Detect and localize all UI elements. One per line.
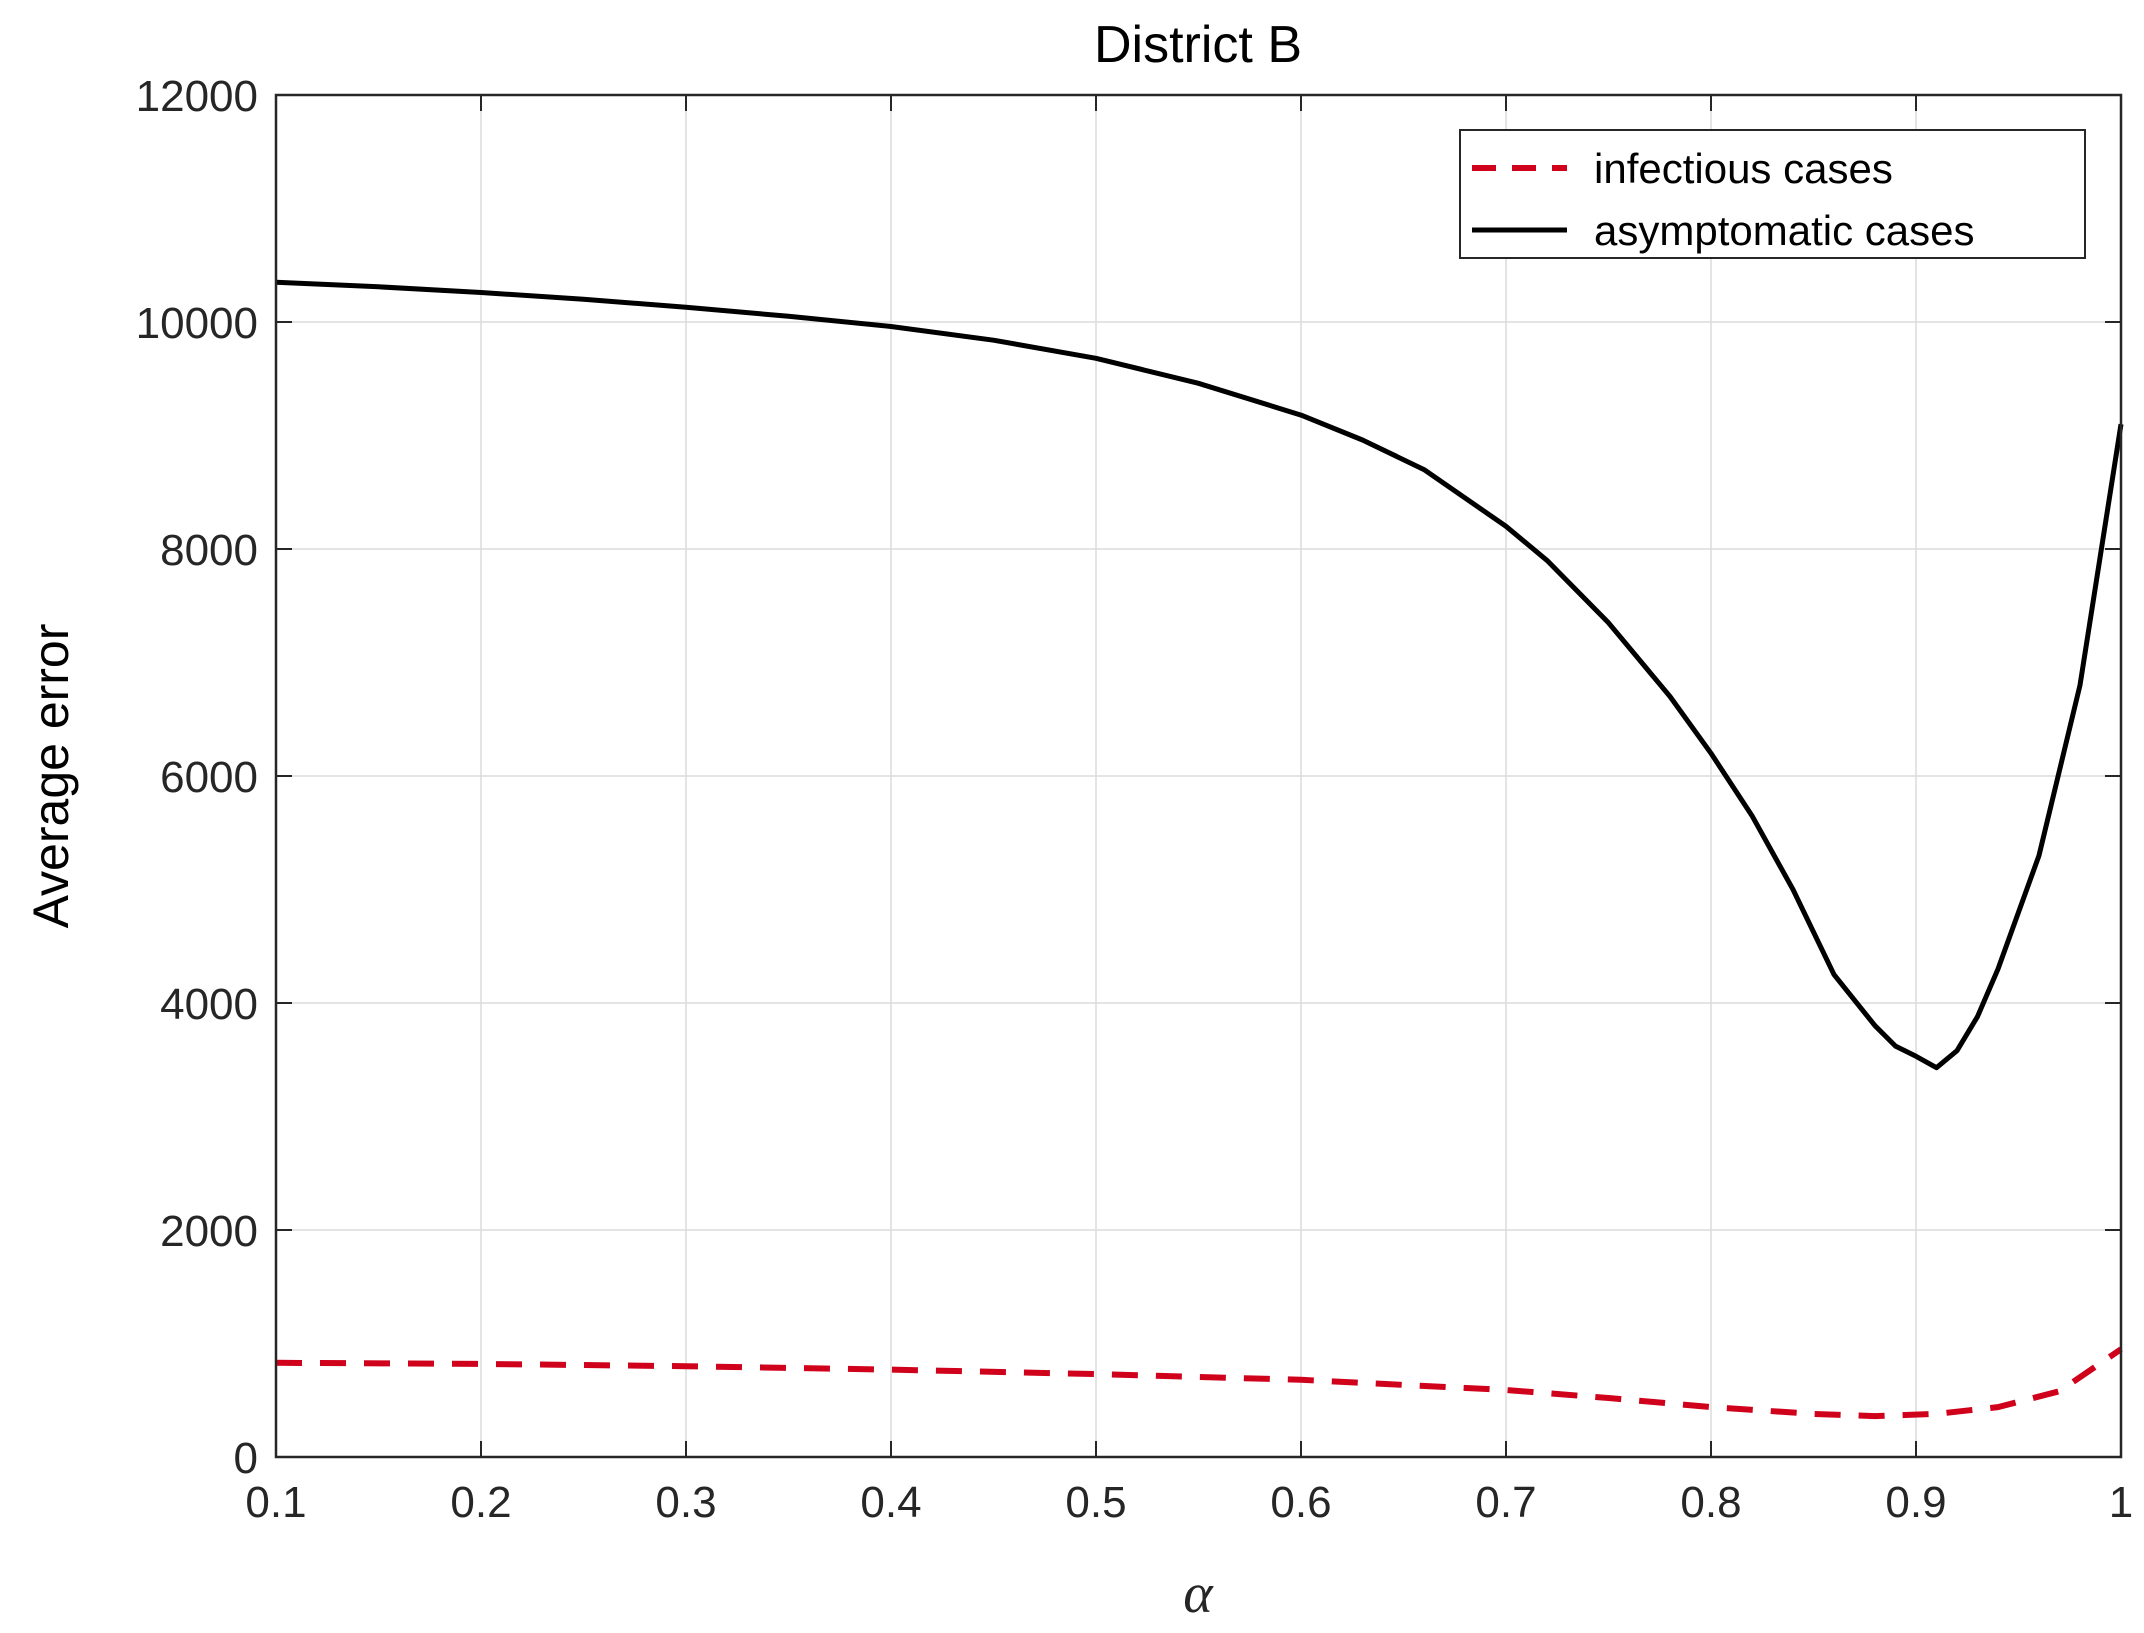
y-tick-label: 6000 (160, 753, 258, 802)
x-tick-label: 0.7 (1475, 1478, 1536, 1527)
x-tick-label: 0.3 (655, 1478, 716, 1527)
y-tick-label: 10000 (136, 299, 258, 348)
series-line-asymptomatic-cases (275, 279, 2124, 1071)
x-tick-label: 0.5 (1065, 1478, 1126, 1527)
y-tick-label: 2000 (160, 1207, 258, 1256)
y-tick-label: 4000 (160, 980, 258, 1029)
y-tick-label: 12000 (136, 72, 258, 121)
x-tick-label: 1 (2109, 1478, 2133, 1527)
x-tick-label: 0.6 (1270, 1478, 1331, 1527)
legend-label-asymptomatic-cases: asymptomatic cases (1594, 207, 1974, 254)
chart-title: District B (1094, 16, 1302, 74)
y-tick-label: 0 (234, 1434, 258, 1483)
x-tick-label: 0.1 (245, 1478, 306, 1527)
x-tick-label: 0.2 (450, 1478, 511, 1527)
y-tick-label: 8000 (160, 526, 258, 575)
y-axis-label: Average error (23, 624, 79, 929)
x-tick-label: 0.8 (1680, 1478, 1741, 1527)
x-axis-label: α (1183, 1563, 1214, 1625)
legend: infectious cases asymptomatic cases (1459, 129, 2086, 259)
series-line-infectious-cases (275, 1346, 2123, 1420)
series-lines (275, 279, 2124, 1420)
axis-ticks (275, 94, 2122, 1458)
legend-box (1459, 129, 2086, 259)
x-tick-label: 0.4 (860, 1478, 921, 1527)
legend-label-infectious-cases: infectious cases (1594, 145, 1893, 192)
tick-labels: 0.1 0.2 0.3 0.4 0.5 0.6 0.7 0.8 0.9 1 0 2000 4000 600… (136, 72, 2134, 1527)
x-tick-label: 0.9 (1885, 1478, 1946, 1527)
